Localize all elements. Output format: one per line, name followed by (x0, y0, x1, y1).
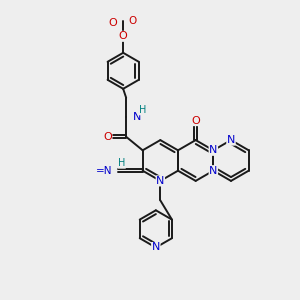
Text: O: O (108, 18, 117, 28)
Text: O: O (191, 116, 200, 126)
Text: O: O (103, 132, 112, 142)
Text: =N: =N (96, 166, 113, 176)
Text: N: N (209, 145, 218, 155)
Text: N: N (209, 166, 218, 176)
Text: O: O (129, 16, 137, 26)
Text: N: N (156, 176, 164, 186)
Text: N: N (133, 112, 141, 122)
Text: H: H (139, 105, 146, 115)
Text: N: N (152, 242, 160, 253)
Text: N: N (227, 135, 235, 145)
Text: H: H (118, 158, 125, 168)
Text: O: O (119, 31, 128, 41)
